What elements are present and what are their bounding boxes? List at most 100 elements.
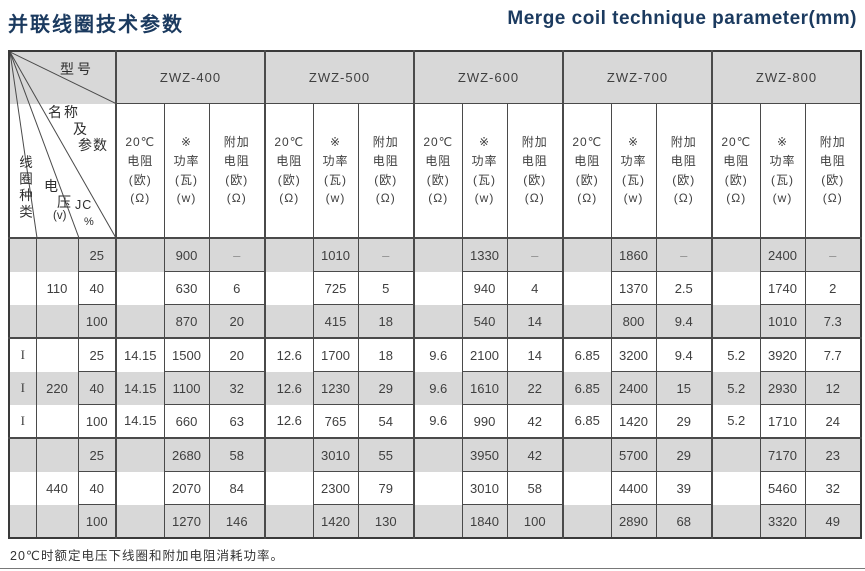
jc-cell: 40 [77,271,116,305]
resistance-cell: 14.15 [115,337,164,372]
coil-type-cell: I [8,337,36,372]
power-cell: 1840 [461,504,507,538]
page-title-english: Merge coil technique parameter(mm) [507,8,857,29]
jc-cell: 100 [77,504,116,538]
resistance-cell: 5.2 [711,337,760,372]
model-header-zwz700: ZWZ-700 [562,51,712,104]
table-row: I 220 40 14.15 1100 32 12.6 1230 29 9.6 … [8,371,861,405]
resistance-cell [711,237,760,272]
subheader-added-resistance: 附加 电阻 (欧) (Ω) [506,103,563,238]
added-resistance-cell: 9.4 [655,337,712,372]
corner-label-voltage-2: 压 [57,194,71,210]
added-resistance-cell: 2 [804,271,861,305]
added-resistance-cell: 14 [506,337,563,372]
sub-header-row: 20℃ 电阻 (欧) (Ω) ※ 功率 (瓦) (w) 附加 电阻 (欧) (Ω… [9,103,861,238]
table-row: 25 2680 58 3010 55 3950 42 5700 29 7170 … [8,437,861,472]
resistance-cell: 14.15 [115,371,164,405]
resistance-cell [562,304,611,338]
table-row: 110 40 630 6 725 5 940 4 1370 2.5 1740 2 [8,271,861,305]
power-cell: 1500 [163,337,209,372]
resistance-cell: 5.2 [711,371,760,405]
resistance-cell [264,471,313,505]
table-row: 25 900 – 1010 – 1330 – 1860 – 2400 – [8,237,861,272]
subheader-resistance: 20℃ 电阻 (欧) (Ω) [711,103,760,238]
resistance-cell [264,504,313,538]
resistance-cell [562,471,611,505]
added-resistance-cell: 55 [357,437,414,472]
subheader-power: ※ 功率 (瓦) (w) [759,103,805,238]
subheader-resistance: 20℃ 电阻 (欧) (Ω) [413,103,462,238]
power-cell: 870 [163,304,209,338]
power-cell: 1860 [610,237,656,272]
resistance-cell [115,237,164,272]
power-cell: 3010 [461,471,507,505]
coil-type-cell [8,271,36,305]
added-resistance-cell: 23 [804,437,861,472]
coil-type-cell: I [8,404,36,438]
resistance-cell: 12.6 [264,371,313,405]
added-resistance-cell: 24 [804,404,861,438]
added-resistance-cell: – [208,237,265,272]
coil-type-cell [8,504,36,538]
added-resistance-cell: 29 [357,371,414,405]
subheader-resistance: 20℃ 电阻 (欧) (Ω) [562,103,611,238]
resistance-cell [562,504,611,538]
voltage-cell [35,504,78,538]
resistance-cell: 5.2 [711,404,760,438]
resistance-cell [413,471,462,505]
added-resistance-cell: 12 [804,371,861,405]
page-title-chinese: 并联线圈技术参数 [8,14,184,36]
model-header-zwz500: ZWZ-500 [264,51,414,104]
power-cell: 540 [461,304,507,338]
power-cell: 765 [312,404,358,438]
corner-label-parameter: 参数 [78,137,108,153]
corner-label-jc-unit: % [84,216,94,228]
resistance-cell [115,437,164,472]
resistance-cell [711,271,760,305]
added-resistance-cell: 58 [208,437,265,472]
resistance-cell [413,504,462,538]
table-row: I 100 14.15 660 63 12.6 765 54 9.6 990 4… [8,404,861,438]
power-cell: 1100 [163,371,209,405]
added-resistance-cell: – [655,237,712,272]
power-cell: 1740 [759,271,805,305]
resistance-cell [413,304,462,338]
power-cell: 1370 [610,271,656,305]
power-cell: 2680 [163,437,209,472]
corner-diagonal-lines [10,52,117,238]
voltage-cell: 220 [35,371,78,405]
resistance-cell [711,304,760,338]
added-resistance-cell: 32 [804,471,861,505]
table-row: I 25 14.15 1500 20 12.6 1700 18 9.6 2100… [8,337,861,372]
subheader-resistance: 20℃ 电阻 (欧) (Ω) [115,103,164,238]
subheader-power: ※ 功率 (瓦) (w) [312,103,358,238]
model-header-zwz400: ZWZ-400 [115,51,265,104]
subheader-added-resistance: 附加 电阻 (欧) (Ω) [655,103,712,238]
corner-label-coil-type: 线圈种类 [17,155,32,221]
added-resistance-cell: 6 [208,271,265,305]
resistance-cell [562,437,611,472]
added-resistance-cell: 42 [506,437,563,472]
power-cell: 3920 [759,337,805,372]
power-cell: 1010 [312,237,358,272]
coil-type-cell: I [8,371,36,405]
coil-type-cell [8,471,36,505]
jc-cell: 25 [77,337,116,372]
model-header-zwz600: ZWZ-600 [413,51,563,104]
added-resistance-cell: 79 [357,471,414,505]
power-cell: 940 [461,271,507,305]
added-resistance-cell: 58 [506,471,563,505]
resistance-cell: 12.6 [264,404,313,438]
power-cell: 630 [163,271,209,305]
resistance-cell [264,271,313,305]
power-cell: 2400 [610,371,656,405]
added-resistance-cell: – [804,237,861,272]
resistance-cell: 9.6 [413,404,462,438]
added-resistance-cell: 7.7 [804,337,861,372]
added-resistance-cell: 2.5 [655,271,712,305]
coil-type-cell [8,437,36,472]
resistance-cell [264,437,313,472]
power-cell: 2400 [759,237,805,272]
added-resistance-cell: – [506,237,563,272]
power-cell: 2100 [461,337,507,372]
